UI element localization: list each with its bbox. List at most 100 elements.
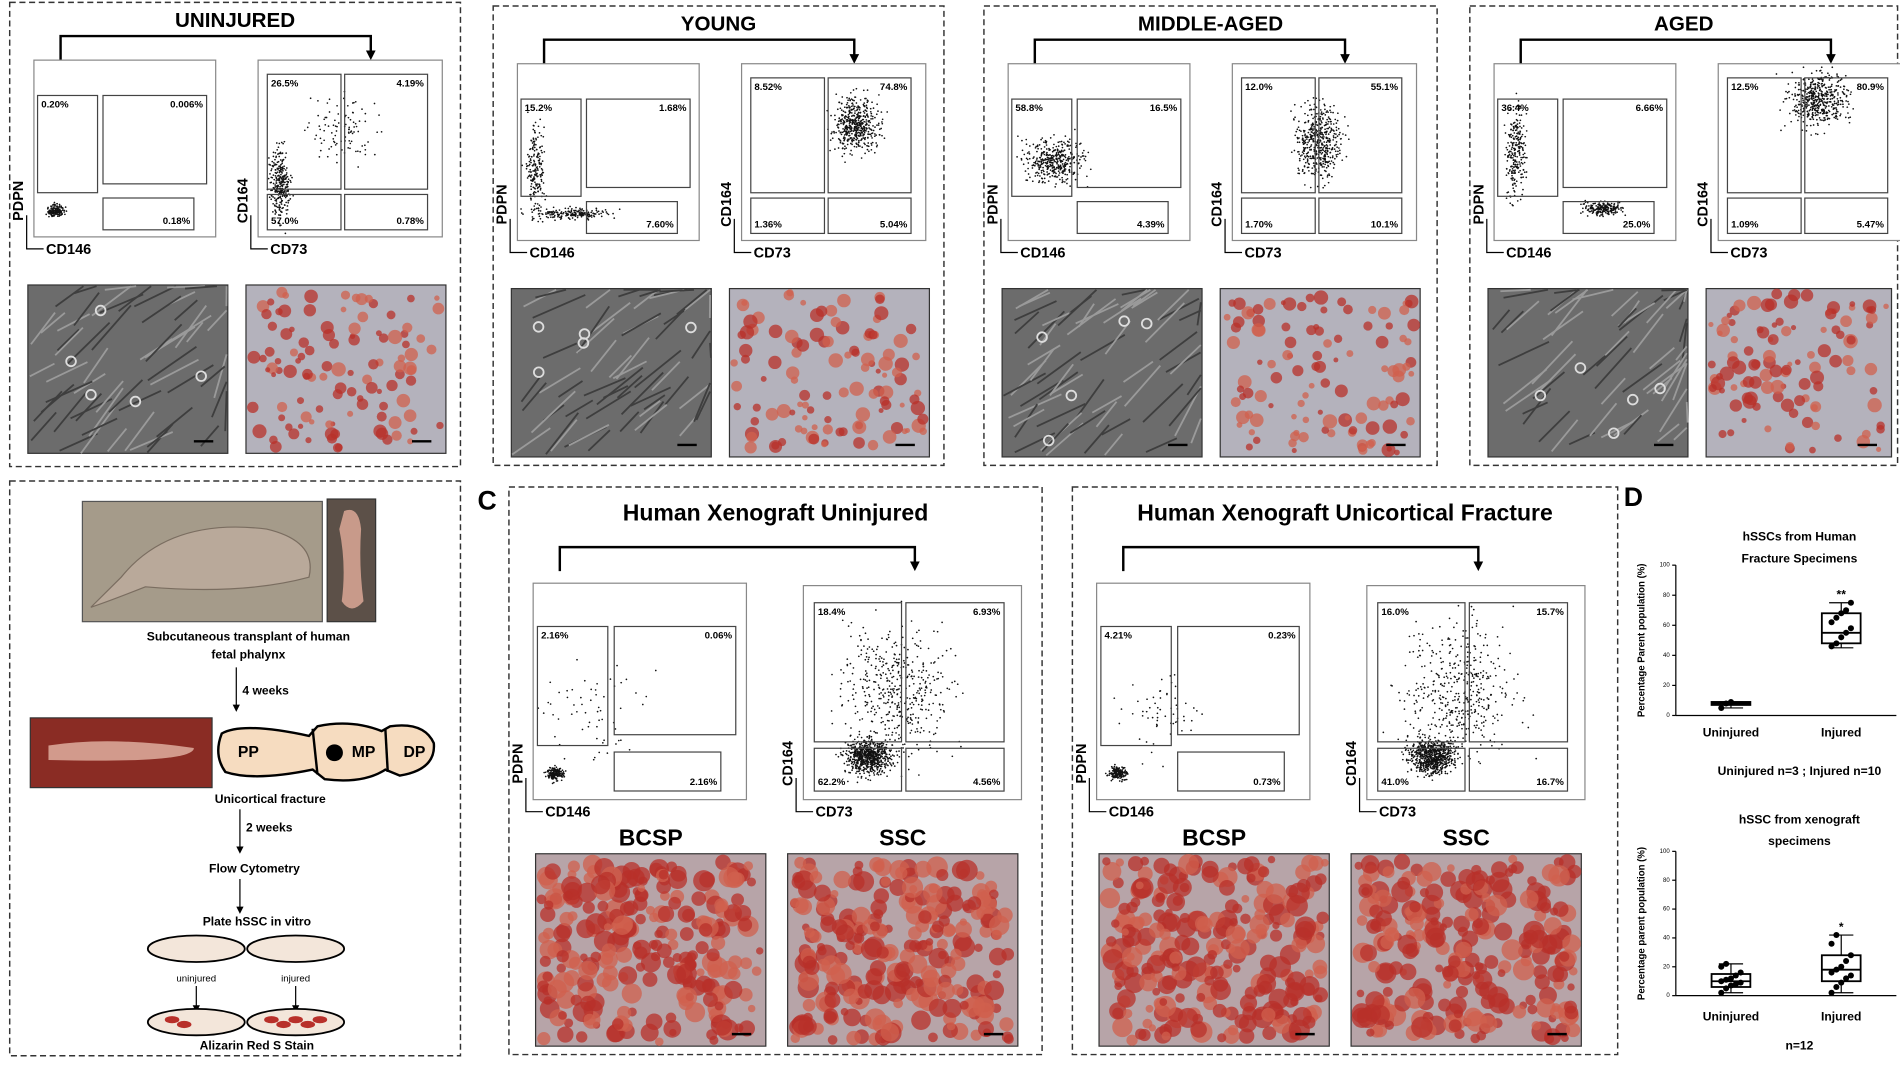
event-dot <box>876 752 879 754</box>
event-dot <box>1517 171 1520 174</box>
event-dot <box>1043 153 1046 156</box>
event-dot <box>867 743 870 746</box>
event-dot <box>862 114 865 117</box>
event-dot <box>552 206 555 209</box>
event-dot <box>868 774 871 777</box>
event-dot <box>1034 164 1036 167</box>
event-dot <box>531 216 534 218</box>
cell <box>30 312 56 345</box>
gate-percent: 26.5% <box>271 78 299 89</box>
event-dot <box>1780 129 1782 132</box>
stain <box>321 360 333 372</box>
stain <box>1869 386 1878 395</box>
cell <box>129 431 174 451</box>
event-dot <box>1303 172 1306 174</box>
event-dot <box>1303 121 1306 124</box>
event-dot <box>536 172 538 175</box>
event-dot <box>1333 130 1335 132</box>
stain <box>348 334 360 346</box>
event-dot <box>1337 153 1339 156</box>
event-dot <box>1580 203 1582 206</box>
event-dot <box>849 153 852 155</box>
event-dot <box>871 137 873 139</box>
stain <box>730 359 738 367</box>
event-dot <box>281 189 284 192</box>
event-dot <box>276 171 279 174</box>
event-dot <box>1612 213 1615 216</box>
event-dot <box>576 658 578 661</box>
event-dot <box>1507 191 1510 193</box>
event-dot <box>1617 208 1620 210</box>
event-dot <box>54 203 56 206</box>
stain <box>1267 359 1276 369</box>
event-dot <box>530 198 532 201</box>
event-dot <box>1516 123 1519 125</box>
event-dot <box>863 133 865 136</box>
event-dot <box>1837 80 1840 82</box>
event-dot <box>1844 116 1847 119</box>
stain <box>783 289 795 301</box>
stain <box>267 321 278 331</box>
event-dot <box>582 214 584 217</box>
event-dot <box>1599 204 1602 207</box>
event-dot <box>1034 161 1037 164</box>
event-dot <box>1047 166 1050 169</box>
stain <box>288 1016 303 1024</box>
event-dot <box>350 140 353 143</box>
event-dot <box>1335 154 1338 156</box>
stain <box>302 372 311 380</box>
event-dot <box>332 138 335 140</box>
event-dot <box>1820 92 1823 95</box>
event-dot <box>274 152 277 154</box>
dish-label: uninjured <box>176 973 216 984</box>
event-dot <box>1514 152 1517 154</box>
event-dot <box>1809 118 1811 120</box>
event-dot <box>1040 163 1043 166</box>
event-dot <box>1829 86 1831 88</box>
event-dot <box>841 113 843 116</box>
event-dot <box>1524 135 1527 138</box>
event-dot <box>1612 211 1615 214</box>
event-dot <box>1784 98 1786 100</box>
event-dot <box>1522 169 1525 171</box>
event-dot <box>1328 137 1331 140</box>
event-dot <box>1045 144 1048 146</box>
event-dot <box>847 99 849 102</box>
cell <box>588 302 631 336</box>
event-dot <box>1067 144 1069 146</box>
event-dot <box>1032 143 1035 146</box>
event-dot <box>1309 133 1312 136</box>
event-dot <box>872 129 875 132</box>
stain <box>868 388 879 399</box>
event-dot <box>876 124 878 126</box>
event-dot <box>1087 151 1090 154</box>
event-dot <box>1512 204 1514 207</box>
event-dot <box>1839 99 1842 102</box>
event-dot <box>881 770 884 772</box>
event-dot <box>268 196 271 199</box>
event-dot <box>857 105 859 107</box>
event-dot <box>851 751 854 754</box>
event-dot <box>878 770 881 773</box>
event-dot <box>1827 86 1830 88</box>
event-dot <box>1813 108 1816 110</box>
event-dot <box>865 106 868 109</box>
event-dot <box>875 755 878 757</box>
event-dot <box>1817 94 1820 97</box>
event-dot <box>561 776 564 778</box>
event-dot <box>1809 124 1812 127</box>
event-dot <box>858 135 861 137</box>
event-dot <box>540 167 543 170</box>
event-dot <box>559 212 562 215</box>
event-dot <box>279 176 282 179</box>
stain <box>300 411 312 423</box>
event-dot <box>541 169 544 171</box>
event-dot <box>545 212 547 214</box>
y-axis-label: CD164 <box>1210 182 1226 227</box>
event-dot <box>1319 109 1322 111</box>
event-dot <box>1035 159 1038 161</box>
event-dot <box>276 206 279 209</box>
event-dot <box>1833 116 1836 119</box>
event-dot <box>273 161 275 164</box>
event-dot <box>847 780 849 783</box>
